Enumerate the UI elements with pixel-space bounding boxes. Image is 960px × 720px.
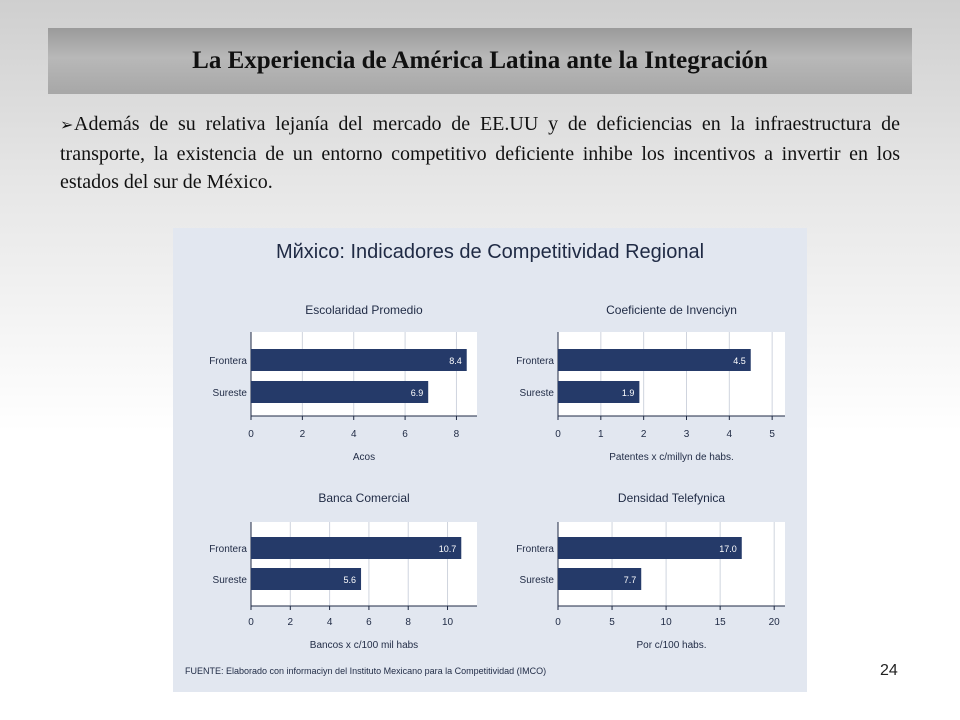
x-tick-label: 3: [684, 429, 690, 440]
x-tick-label: 2: [288, 617, 294, 628]
bar-value-label: 1.9: [622, 388, 635, 398]
bar-value-label: 17.0: [719, 544, 737, 554]
bar-frontera: [558, 537, 742, 559]
x-tick-label: 5: [609, 617, 615, 628]
bar-value-label: 8.4: [449, 356, 462, 366]
bullet-text: Además de su relativa lejanía del mercad…: [60, 113, 900, 193]
bar-frontera: [251, 349, 467, 371]
plot-area: [251, 522, 477, 606]
bar-sureste: [558, 568, 642, 590]
plot-area: [558, 522, 785, 606]
plot-area: [558, 332, 785, 416]
plot-area: [251, 332, 477, 416]
bar-value-label: 6.9: [411, 388, 424, 398]
bullet-paragraph: ➢Además de su relativa lejanía del merca…: [60, 110, 900, 196]
category-label: Sureste: [213, 388, 248, 399]
category-label: Sureste: [520, 388, 555, 399]
x-tick-label: 6: [366, 617, 372, 628]
x-tick-label: 0: [555, 429, 561, 440]
chart-4: 0 5 10 15 20 17.0 Frontera 7.7 Sureste Densidad T…: [516, 491, 785, 651]
x-tick-label: 0: [248, 617, 254, 628]
chart-title: Densidad Telefуnica: [618, 491, 726, 505]
x-tick-label: 15: [715, 617, 727, 628]
x-tick-label: 6: [402, 429, 408, 440]
x-tick-label: 1: [598, 429, 604, 440]
x-tick-label: 10: [661, 617, 673, 628]
x-tick-label: 8: [405, 617, 411, 628]
slide-title: La Experiencia de América Latina ante la…: [192, 47, 768, 74]
chart-panel: Mйxico: Indicadores de Competitividad Re…: [173, 228, 807, 692]
category-label: Sureste: [213, 575, 248, 586]
chart-2: 0 1 2 3 4 5 4.5 Frontera 1.9 Sureste Coeficiente d…: [516, 303, 785, 463]
chart-title: Coeficiente de Invenciуn: [606, 303, 737, 317]
x-axis-label: Patentes x c/millуn de habs.: [609, 452, 734, 463]
x-tick-label: 4: [351, 429, 357, 440]
chart-source-note: FUENTE: Elaborado con informaciуn del In…: [185, 666, 546, 676]
chart-svg: Mйxico: Indicadores de Competitividad Re…: [185, 241, 785, 676]
chart-3: 0 2 4 6 8 10 10.7 Frontera 5.6 Sureste Banca Comer…: [209, 491, 477, 651]
chart-title: Escolaridad Promedio: [305, 303, 423, 317]
category-label: Frontera: [209, 544, 247, 555]
x-tick-label: 2: [300, 429, 306, 440]
bar-frontera: [558, 349, 751, 371]
title-bar: La Experiencia de América Latina ante la…: [48, 28, 912, 94]
x-tick-label: 10: [442, 617, 454, 628]
bar-value-label: 7.7: [624, 575, 637, 585]
x-tick-label: 8: [454, 429, 460, 440]
x-tick-label: 20: [769, 617, 781, 628]
bullet-arrow-icon: ➢: [60, 117, 74, 134]
x-tick-label: 0: [248, 429, 254, 440]
bar-value-label: 10.7: [439, 544, 457, 554]
x-tick-label: 2: [641, 429, 647, 440]
x-tick-label: 4: [327, 617, 333, 628]
bar-value-label: 4.5: [733, 356, 746, 366]
x-tick-label: 0: [555, 617, 561, 628]
x-axis-label: Bancos x c/100 mil habs: [310, 640, 418, 651]
chart-panel-title: Mйxico: Indicadores de Competitividad Re…: [276, 241, 704, 263]
chart-title: Banca Comercial: [318, 491, 409, 505]
bar-sureste: [251, 568, 362, 590]
bar-value-label: 5.6: [344, 575, 357, 585]
category-label: Frontera: [209, 356, 247, 367]
chart-1: 0 2 4 6 8 8.4 Frontera 6.9 Sureste Escolaridad Pr…: [209, 303, 477, 463]
category-label: Frontera: [516, 544, 554, 555]
bar-frontera: [251, 537, 462, 559]
category-label: Sureste: [520, 575, 555, 586]
bar-sureste: [558, 381, 640, 403]
bar-sureste: [251, 381, 429, 403]
x-axis-label: Acos: [353, 452, 375, 463]
category-label: Frontera: [516, 356, 554, 367]
x-axis-label: Por c/100 habs.: [636, 640, 706, 651]
page-number: 24: [880, 662, 898, 679]
x-tick-label: 4: [727, 429, 733, 440]
x-tick-label: 5: [769, 429, 775, 440]
